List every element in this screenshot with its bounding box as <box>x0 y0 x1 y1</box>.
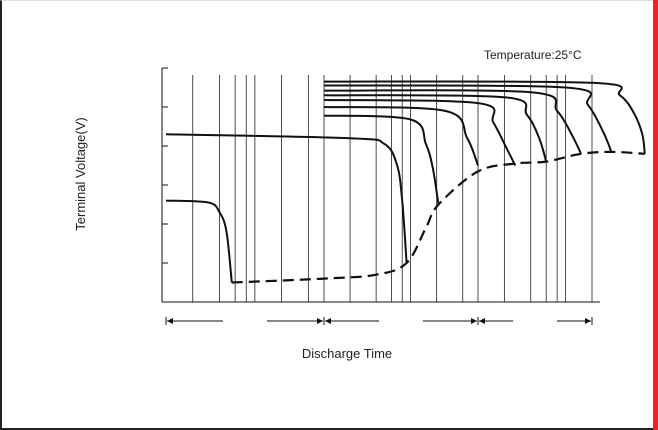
unit-arrow-left <box>479 318 485 324</box>
discharge-curve <box>323 94 548 162</box>
accent-bar <box>653 0 658 430</box>
axes <box>161 68 600 303</box>
discharge-curve <box>323 99 517 166</box>
discharge-curve <box>323 89 582 155</box>
temperature-label: Temperature:25°C <box>484 48 582 62</box>
unit-arrow-right <box>317 318 323 324</box>
y-ticks <box>162 67 168 303</box>
end-of-discharge-curve <box>231 150 645 284</box>
unit-arrow-left <box>325 318 331 324</box>
discharge-curve <box>323 84 613 153</box>
discharge-curve <box>323 80 646 154</box>
x-axis-title: Discharge Time <box>302 346 392 361</box>
vertical-gridlines <box>192 75 593 302</box>
y-axis-title: Terminal Voltage(V) <box>73 117 88 230</box>
unit-arrow-left <box>167 318 173 324</box>
discharge-curve <box>323 106 479 166</box>
discharge-curve <box>323 114 440 205</box>
unit-arrow-right <box>471 318 477 324</box>
x-unit-brackets <box>165 317 593 325</box>
unit-arrow-right <box>585 318 591 324</box>
discharge-curve <box>165 199 233 283</box>
discharge-curves <box>165 80 646 284</box>
discharge-curve <box>165 133 408 264</box>
